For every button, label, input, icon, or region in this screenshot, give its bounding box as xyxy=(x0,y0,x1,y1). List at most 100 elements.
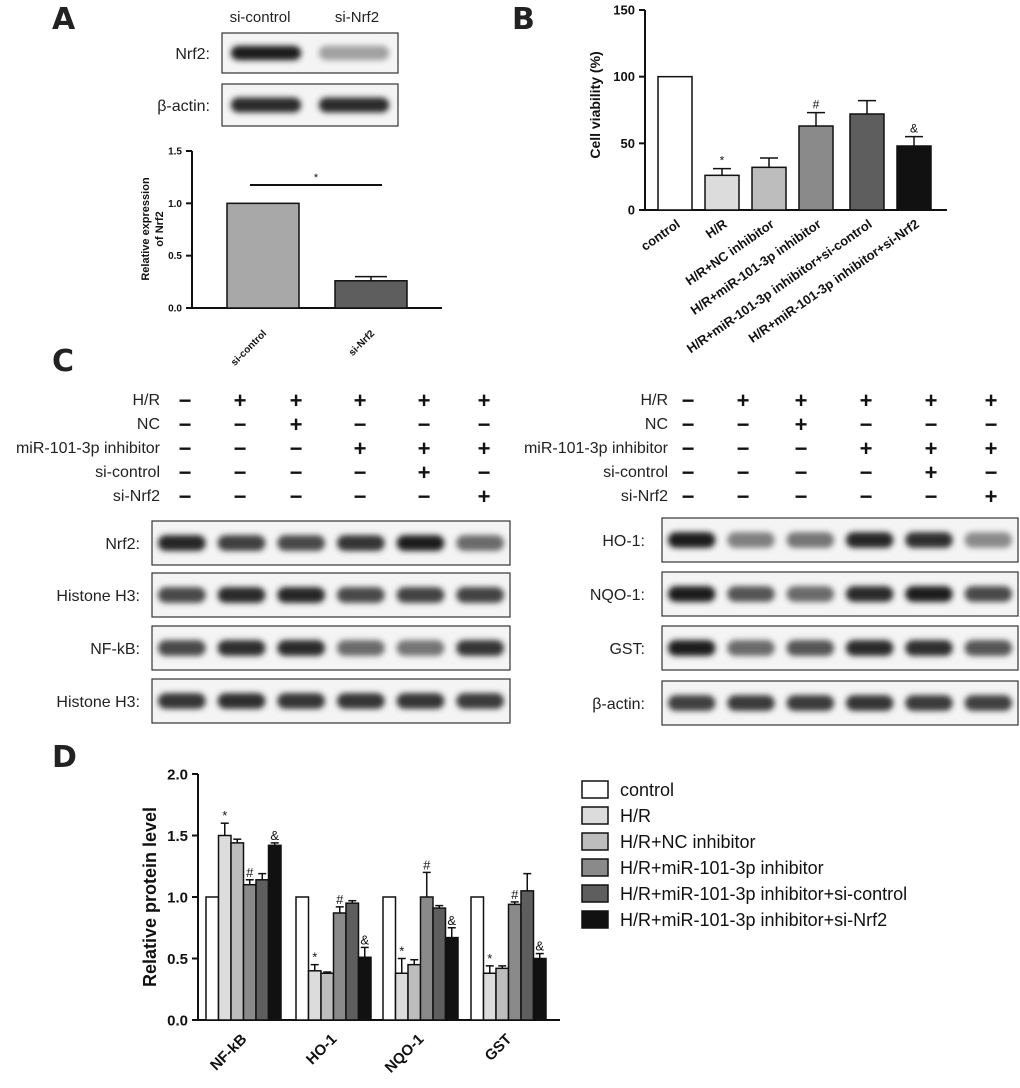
blot-c-right-3-frame xyxy=(661,680,1019,726)
chart-b-xtick-label-0: control xyxy=(638,216,683,254)
chart-a-ytick-label-3: 1.5 xyxy=(168,147,182,158)
blot-c-right-cond-sign-1-3: − xyxy=(860,412,873,437)
blot-c-left-cond-sign-1-3: − xyxy=(354,412,367,437)
chart-a-ytick-label-0: 0.0 xyxy=(168,304,182,315)
blot-c-right-cond-sign-3-2: − xyxy=(795,460,808,485)
chart-d-bar-3-0 xyxy=(470,896,485,1021)
chart-b-bar-3 xyxy=(798,125,834,211)
blot-c-right-2-frame xyxy=(661,625,1019,671)
blot-c-left-cond-label-0: H/R xyxy=(132,392,160,409)
blot-c-left-cond-sign-2-0: − xyxy=(179,436,192,461)
blot-c-left-0-band-3 xyxy=(336,535,385,551)
blot-c-left-1-frame xyxy=(151,572,511,618)
blot-c-left-cond-sign-4-4: − xyxy=(418,484,431,509)
blot-c-right-1-label: NQO-1: xyxy=(590,587,645,604)
blot-c-right-0-frame xyxy=(661,517,1019,563)
chart-b-ytick-label-0: 0 xyxy=(628,203,635,218)
blot-a-nrf2-label: Nrf2: xyxy=(175,46,210,63)
blot-c-left-1-band-2 xyxy=(277,587,326,603)
blot-c-right-1-band-3 xyxy=(845,586,894,602)
blot-c-right-cond-sign-2-2: − xyxy=(795,436,808,461)
chart-b-marker-5: & xyxy=(910,122,918,136)
blot-c-right-2-band-3 xyxy=(845,640,894,656)
chart-b-ytick-label-3: 150 xyxy=(613,3,635,18)
blot-c-right-3-band-4 xyxy=(905,695,953,711)
blot-c-left-cond-sign-3-4: + xyxy=(418,460,431,485)
blot-c-right-1-band-4 xyxy=(905,586,953,602)
blot-c-left-0-label: Nrf2: xyxy=(105,536,140,553)
chart-d-ytick-label-4: 2.0 xyxy=(167,766,188,783)
blot-c-right-2-label: GST: xyxy=(609,641,645,658)
blot-c-right-cond-sign-2-0: − xyxy=(682,436,695,461)
chart-d-bar-2-4 xyxy=(432,907,447,1021)
chart-d-xtick-label-2: NQO-1 xyxy=(382,1031,428,1077)
blot-c-right-0-band-2 xyxy=(786,532,835,548)
blot-a-nrf2-band-1 xyxy=(318,45,390,61)
chart-b-bar-4 xyxy=(849,113,885,211)
blot-c-left-cond-label-1: NC xyxy=(137,416,160,433)
blot-c-left-cond-sign-2-3: + xyxy=(354,436,367,461)
chart-d-marker-3-5: & xyxy=(535,939,544,954)
chart-b-marker-1: * xyxy=(720,154,725,168)
blot-c-left-cond-sign-3-1: − xyxy=(234,460,247,485)
blot-c-left-3-band-1 xyxy=(217,693,266,709)
blot-c-left-3-label: Histone H3: xyxy=(56,694,140,711)
blot-c-left-cond-sign-0-3: + xyxy=(354,388,367,413)
chart-d-ytick-label-3: 1.5 xyxy=(167,828,188,845)
chart-b-ytick-label-1: 50 xyxy=(621,136,635,151)
chart-d-bar-3-1 xyxy=(482,972,497,1021)
blot-c-right-cond-sign-2-4: + xyxy=(925,436,938,461)
chart-d-bar-3-2 xyxy=(495,967,510,1021)
blot-c-left-0-band-4 xyxy=(396,535,445,551)
blot-c-right-2: GST: xyxy=(609,625,1019,671)
chart-b-marker-3: # xyxy=(813,98,820,112)
blot-c-right-cond-label-0: H/R xyxy=(640,392,668,409)
blot-a-actin: β-actin: xyxy=(157,83,399,127)
chart-d-xtick-label-0: NF-kB xyxy=(207,1031,250,1074)
blot-c-left-cond-sign-2-1: − xyxy=(234,436,247,461)
chart-d-bar-2-0 xyxy=(382,896,397,1021)
blot-c-left-cond-sign-0-2: + xyxy=(290,388,303,413)
blot-c-right-2-band-5 xyxy=(964,640,1013,656)
chart-a-bar-0 xyxy=(226,202,300,309)
chart-d-marker-0-3: # xyxy=(246,865,254,880)
blot-c-left-1-band-1 xyxy=(217,587,266,603)
blot-c-left-cond-label-4: si-Nrf2 xyxy=(113,488,160,505)
blot-c-left-3-band-5 xyxy=(456,693,505,709)
blot-c-right-cond-sign-1-5: − xyxy=(985,412,998,437)
blot-c-left-cond-label-2: miR-101-3p inhibitor xyxy=(16,440,161,457)
chart-d-xtick-label-1: HO-1 xyxy=(303,1031,340,1068)
chart-d-bar-0-4 xyxy=(255,879,270,1021)
blot-c-left-cond-sign-4-1: − xyxy=(234,484,247,509)
blot-c-left-0-band-0 xyxy=(157,535,206,551)
blot-c-left-1-band-3 xyxy=(336,587,385,603)
chart-d-ylabel: Relative protein level xyxy=(140,807,160,987)
blot-c-left-3-band-0 xyxy=(157,693,206,709)
chart-b-bar-0 xyxy=(657,75,693,211)
blot-c-right-3-band-1 xyxy=(727,695,775,711)
blot-c-right-0-band-1 xyxy=(727,532,775,548)
chart-d-ytick-label-0: 0.0 xyxy=(167,1012,188,1029)
chart-d-bar-1-4 xyxy=(345,902,360,1021)
chart-b-bar-1 xyxy=(704,174,740,211)
blot-c-left-2-band-0 xyxy=(157,640,206,656)
blot-c-left-cond-sign-3-5: − xyxy=(478,460,491,485)
blot-c-right-1-band-2 xyxy=(786,586,835,602)
blot-c-right-cond-sign-3-4: + xyxy=(925,460,938,485)
chart-d-ytick-label-1: 0.5 xyxy=(167,951,188,968)
blot-c-left-3-band-2 xyxy=(277,693,326,709)
chart-d-bar-3-3 xyxy=(507,903,522,1021)
blot-c-right-cond-sign-0-1: + xyxy=(737,388,750,413)
blot-c-left-0-band-2 xyxy=(277,535,326,551)
blot-c-right-1-frame xyxy=(661,571,1019,617)
blot-c-right-cond-sign-3-3: − xyxy=(860,460,873,485)
blot-c-left-cond-sign-2-2: − xyxy=(290,436,303,461)
blot-c-right-3-band-3 xyxy=(845,695,894,711)
blot-c-right-2-band-4 xyxy=(905,640,953,656)
chart-d-legend-swatch-5 xyxy=(581,910,609,929)
chart-b-bar-5 xyxy=(896,145,932,211)
blot-c-right-1-band-5 xyxy=(964,586,1013,602)
chart-d-bar-0-1 xyxy=(217,834,232,1021)
blot-c-right-3-band-2 xyxy=(786,695,835,711)
